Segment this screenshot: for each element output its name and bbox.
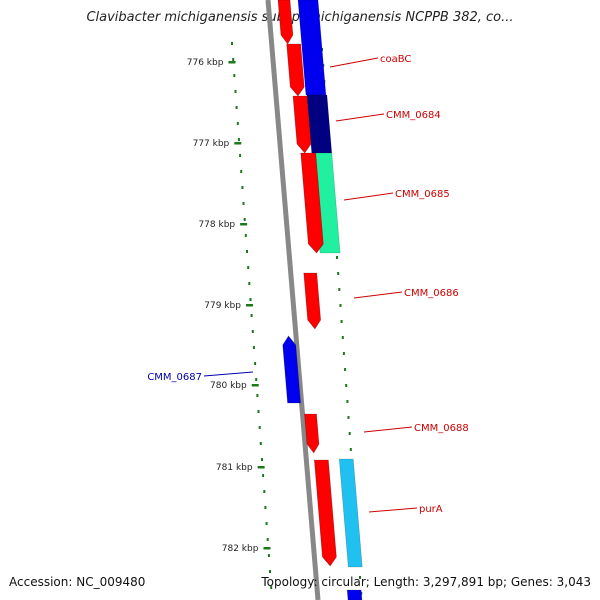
gene-arrow-coaBC[interactable] [277, 0, 294, 45]
gene-label-CMM_0684[interactable]: CMM_0684 [386, 110, 441, 121]
guide-dot [346, 400, 349, 403]
feature-tracks [297, 0, 363, 600]
gene-features[interactable] [277, 0, 337, 567]
gene-arrow-CMM_0687[interactable] [282, 335, 301, 404]
guide-dot [246, 250, 248, 253]
gene-label-CMM_0688[interactable]: CMM_0688 [414, 423, 469, 434]
guide-dot [232, 58, 235, 61]
guide-dot [261, 458, 263, 461]
guide-dot [262, 474, 265, 477]
ruler-tick [240, 223, 248, 226]
guide-dot [247, 266, 250, 269]
kbp-ruler: 776 kbp 777 kbp 778 kbp 779 kbp 780 kbp 781 k… [187, 58, 271, 554]
guide-dot [269, 570, 271, 573]
guide-dot [340, 320, 343, 323]
feature-track-segment[interactable] [346, 589, 363, 600]
guide-dot [338, 288, 341, 291]
label-leader-line [363, 426, 413, 433]
guide-dot [240, 170, 243, 173]
ruler-tick-label: 778 kbp [198, 220, 235, 230]
ruler-tick-label: 777 kbp [193, 139, 230, 149]
gene-arrow-purA[interactable] [314, 459, 337, 567]
guide-dot [250, 314, 253, 317]
guide-dot [252, 346, 255, 349]
guide-dot [265, 522, 268, 525]
ruler-tick-label: 780 kbp [210, 381, 247, 391]
guide-dot [359, 576, 361, 579]
feature-track-segment[interactable] [338, 458, 363, 568]
guide-dot [264, 506, 267, 509]
guide-dot [248, 282, 251, 285]
label-leader-line [329, 57, 379, 68]
guide-dot [267, 554, 270, 557]
guide-dot [344, 368, 347, 371]
guide-dot [341, 336, 344, 339]
label-leader-line [368, 507, 418, 513]
guide-dot [241, 186, 244, 189]
genome-summary-text: Topology: circular; Length: 3,297,891 bp… [261, 575, 591, 589]
guide-dot [259, 442, 262, 445]
guide-dot [347, 416, 350, 419]
gene-labels[interactable]: coaBC CMM_0684 CMM_0685 CMM_0686 CMM_0687 CMM… [147, 54, 468, 515]
label-leader-line [203, 371, 254, 377]
guide-dot [257, 410, 260, 413]
guide-dot [337, 272, 340, 275]
gene-arrow-CMM_0688[interactable] [304, 413, 320, 454]
ruler-tick [263, 547, 271, 550]
guide-dot [349, 448, 352, 451]
guide-dot [243, 218, 246, 221]
ruler-tick [228, 61, 236, 64]
label-leader-line [343, 192, 394, 201]
gene-label-CMM_0685[interactable]: CMM_0685 [395, 189, 450, 200]
guide-dot [263, 490, 266, 493]
ruler-tick-label: 782 kbp [222, 544, 259, 554]
gene-label-CMM_0686[interactable]: CMM_0686 [404, 288, 459, 299]
guide-dot [239, 154, 242, 157]
guide-dot [339, 304, 342, 307]
guide-dot [348, 432, 351, 435]
ruler-tick [245, 304, 253, 307]
gene-label-purA[interactable]: purA [419, 504, 443, 515]
guide-dot [234, 90, 237, 93]
ruler-tick-label: 779 kbp [204, 301, 241, 311]
guide-dot [233, 74, 236, 77]
guide-dot [255, 378, 258, 381]
guide-dot [256, 394, 259, 397]
guide-dot [236, 122, 239, 125]
guide-dot [342, 352, 345, 355]
gene-label-CMM_0687[interactable]: CMM_0687 [147, 372, 202, 383]
accession-text: Accession: NC_009480 [9, 575, 146, 589]
gene-label-coaBC[interactable]: coaBC [380, 54, 411, 65]
guide-dot [254, 362, 257, 365]
guide-dot [251, 330, 254, 333]
ruler-tick [257, 466, 265, 469]
gene-arrow-CMM_0685[interactable] [300, 152, 324, 254]
guide-dot [270, 586, 273, 589]
ruler-tick [234, 142, 242, 145]
label-leader-line [353, 291, 403, 299]
genome-backbone [265, 0, 321, 600]
label-leader-line [335, 113, 385, 122]
gene-arrow-CMM_0684[interactable] [292, 95, 312, 154]
guide-dot [249, 298, 252, 301]
gene-arrow-CMM_0686[interactable] [303, 272, 321, 330]
ruler-tick [251, 384, 259, 387]
gene-arrow-coaBC[interactable] [286, 43, 305, 97]
guide-dot [242, 202, 245, 205]
ruler-tick-label: 781 kbp [216, 463, 253, 473]
guide-dot [345, 384, 348, 387]
guide-dot [244, 234, 247, 237]
guide-dot [266, 538, 269, 541]
guide-dot [231, 42, 233, 45]
guide-dot [237, 138, 240, 141]
guide-dot [258, 426, 261, 429]
guide-dot [235, 106, 238, 109]
ruler-tick-label: 776 kbp [187, 58, 224, 68]
guide-dot [336, 256, 338, 259]
